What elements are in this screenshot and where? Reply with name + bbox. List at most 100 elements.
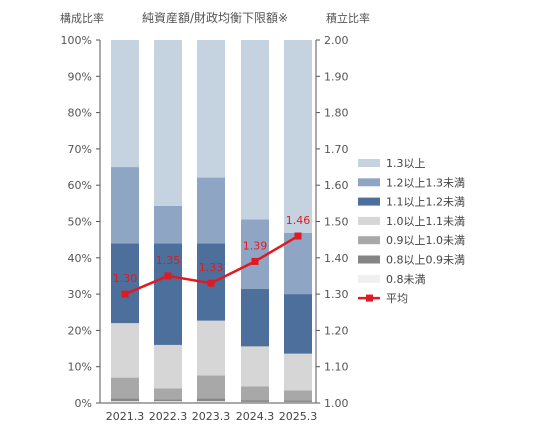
legend-item: 1.0以上1.1未満 — [358, 215, 465, 228]
legend-label: 平均 — [386, 292, 408, 305]
bar-segment-2024.3-5 — [241, 219, 269, 290]
y-right-tick-label: 1.50 — [324, 216, 349, 229]
bar-segment-2021.3-0 — [111, 401, 139, 403]
y-right-tick-label: 1.70 — [324, 143, 349, 156]
bar-segment-2024.3-6 — [241, 40, 269, 220]
y-right-tick-label: 1.20 — [324, 324, 349, 337]
y-right-tick-label: 1.00 — [324, 397, 349, 410]
legend-swatch — [358, 236, 380, 245]
legend-swatch — [358, 274, 380, 283]
bars-layer — [111, 40, 312, 403]
y-right-tick-label: 1.80 — [324, 107, 349, 120]
legend-label: 1.2以上1.3未満 — [386, 176, 465, 189]
x-tick-label: 2022.3 — [149, 410, 188, 423]
bar-segment-2021.3-1 — [111, 398, 139, 402]
bar-segment-2023.3-1 — [197, 398, 225, 402]
bar-segment-2021.3-2 — [111, 377, 139, 399]
bar-segment-2025.3-2 — [284, 390, 312, 401]
legend-label: 1.1以上1.2未満 — [386, 196, 465, 209]
bar-segment-2021.3-6 — [111, 40, 139, 168]
legend-swatch — [358, 178, 380, 187]
y-left-tick-label: 30% — [68, 288, 92, 301]
average-marker — [207, 279, 215, 287]
legend-label: 0.8以上0.9未満 — [386, 254, 465, 267]
bar-segment-2023.3-6 — [197, 40, 225, 178]
average-value-label: 1.46 — [286, 214, 311, 227]
bar-segment-2025.3-1 — [284, 400, 312, 402]
average-marker — [294, 232, 302, 240]
bar-segment-2022.3-4 — [154, 243, 182, 345]
x-tick-label: 2024.3 — [236, 410, 275, 423]
y-right-tick-label: 1.40 — [324, 252, 349, 265]
bar-segment-2022.3-5 — [154, 205, 182, 244]
legend-item: 1.1以上1.2未満 — [358, 196, 465, 209]
bar-segment-2023.3-2 — [197, 375, 225, 399]
y-left-tick-label: 50% — [68, 216, 92, 229]
y-left-tick-label: 0% — [75, 397, 92, 410]
y-left-axis-label: 構成比率 — [60, 11, 104, 25]
y-left-tick-label: 100% — [61, 34, 92, 47]
y-left-tick-label: 70% — [68, 143, 92, 156]
legend-item: 1.2以上1.3未満 — [358, 176, 465, 189]
bar-segment-2022.3-6 — [154, 40, 182, 206]
legend-marker-swatch — [366, 294, 373, 302]
average-value-label: 1.33 — [199, 261, 224, 274]
legend-item: 0.8以上0.9未満 — [358, 254, 465, 267]
y-right-tick-label: 1.30 — [324, 288, 349, 301]
y-right-tick-label: 1.60 — [324, 179, 349, 192]
average-marker — [121, 290, 129, 298]
y-right-tick-label: 1.10 — [324, 361, 349, 374]
bar-segment-2023.3-0 — [197, 401, 225, 403]
bar-segment-2025.3-3 — [284, 353, 312, 391]
legend-label: 1.3以上 — [386, 157, 426, 170]
bar-segment-2024.3-1 — [241, 400, 269, 402]
axes-layer: 0% 10% 20% 30% 40% 50% 60% 70% 80% 90% 100% 1.00 1.1… — [61, 34, 349, 423]
legend-item: 1.3以上 — [358, 157, 426, 170]
average-value-label: 1.39 — [243, 239, 268, 252]
bar-segment-2022.3-1 — [154, 399, 182, 402]
bar-segment-2024.3-3 — [241, 346, 269, 387]
average-line-layer: 1.30 1.35 1.33 1.39 1.46 — [113, 214, 311, 298]
bar-segment-2025.3-4 — [284, 294, 312, 354]
average-marker — [251, 257, 259, 265]
y-right-tick-label: 2.00 — [324, 34, 349, 47]
bar-segment-2025.3-6 — [284, 40, 312, 233]
y-left-tick-label: 40% — [68, 252, 92, 265]
chart-title: 純資産額/財政均衡下限額※ — [142, 10, 288, 25]
legend-item: 0.8未満 — [358, 273, 426, 286]
legend-item: 平均 — [358, 292, 408, 305]
legend-label: 0.8未満 — [386, 273, 426, 286]
bar-segment-2024.3-0 — [241, 401, 269, 403]
y-left-tick-label: 80% — [68, 107, 92, 120]
legend-item: 0.9以上1.0未満 — [358, 234, 465, 247]
x-tick-label: 2023.3 — [192, 410, 231, 423]
legend-label: 1.0以上1.1未満 — [386, 215, 465, 228]
bar-segment-2024.3-4 — [241, 289, 269, 347]
legend-swatch — [358, 159, 380, 167]
y-right-axis-label: 積立比率 — [326, 11, 370, 25]
average-value-label: 1.35 — [156, 254, 181, 267]
legend-label: 0.9以上1.0未満 — [386, 234, 465, 247]
y-left-tick-label: 10% — [68, 361, 92, 374]
y-left-tick-label: 90% — [68, 70, 92, 83]
average-value-label: 1.30 — [113, 272, 138, 285]
y-right-tick-label: 1.90 — [324, 70, 349, 83]
bar-segment-2025.3-0 — [284, 401, 312, 403]
bar-segment-2022.3-0 — [154, 401, 182, 403]
average-marker — [164, 272, 172, 280]
legend: 1.3以上 1.2以上1.3未満 1.1以上1.2未満 1.0以上1.1未満 0.9以上… — [358, 157, 465, 305]
legend-swatch — [358, 216, 380, 225]
bar-segment-2022.3-3 — [154, 344, 182, 389]
bar-segment-2021.3-5 — [111, 167, 139, 244]
bar-segment-2023.3-5 — [197, 177, 225, 244]
legend-swatch — [358, 255, 380, 264]
x-tick-label: 2025.3 — [279, 410, 318, 423]
bar-segment-2021.3-4 — [111, 243, 139, 324]
legend-swatch — [358, 197, 380, 206]
bar-segment-2023.3-3 — [197, 320, 225, 376]
y-left-tick-label: 60% — [68, 179, 92, 192]
y-left-tick-label: 20% — [68, 324, 92, 337]
bar-segment-2024.3-2 — [241, 386, 269, 401]
